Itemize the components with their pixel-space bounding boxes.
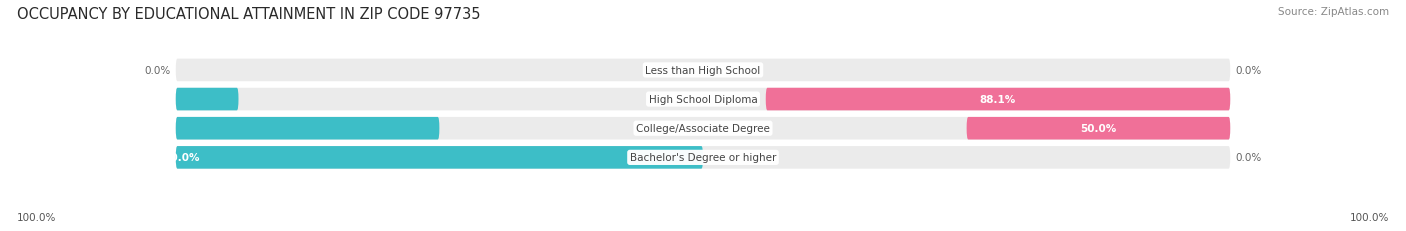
Text: 50.0%: 50.0%	[1080, 124, 1116, 134]
Text: 0.0%: 0.0%	[1236, 153, 1261, 163]
FancyBboxPatch shape	[176, 146, 703, 169]
FancyBboxPatch shape	[176, 117, 439, 140]
Text: Bachelor's Degree or higher: Bachelor's Degree or higher	[630, 153, 776, 163]
Text: High School Diploma: High School Diploma	[648, 95, 758, 105]
Text: 100.0%: 100.0%	[156, 153, 200, 163]
FancyBboxPatch shape	[176, 117, 1230, 140]
Text: 100.0%: 100.0%	[17, 212, 56, 222]
FancyBboxPatch shape	[176, 59, 1230, 82]
FancyBboxPatch shape	[176, 88, 239, 111]
Text: Less than High School: Less than High School	[645, 66, 761, 76]
Text: 50.0%: 50.0%	[28, 124, 65, 134]
FancyBboxPatch shape	[176, 88, 1230, 111]
Text: OCCUPANCY BY EDUCATIONAL ATTAINMENT IN ZIP CODE 97735: OCCUPANCY BY EDUCATIONAL ATTAINMENT IN Z…	[17, 7, 481, 22]
Text: 0.0%: 0.0%	[145, 66, 170, 76]
Text: Source: ZipAtlas.com: Source: ZipAtlas.com	[1278, 7, 1389, 17]
FancyBboxPatch shape	[766, 88, 1230, 111]
FancyBboxPatch shape	[176, 146, 1230, 169]
FancyBboxPatch shape	[967, 117, 1230, 140]
Text: 0.0%: 0.0%	[1236, 66, 1261, 76]
Text: College/Associate Degree: College/Associate Degree	[636, 124, 770, 134]
Text: 100.0%: 100.0%	[1350, 212, 1389, 222]
Text: 88.1%: 88.1%	[980, 95, 1017, 105]
